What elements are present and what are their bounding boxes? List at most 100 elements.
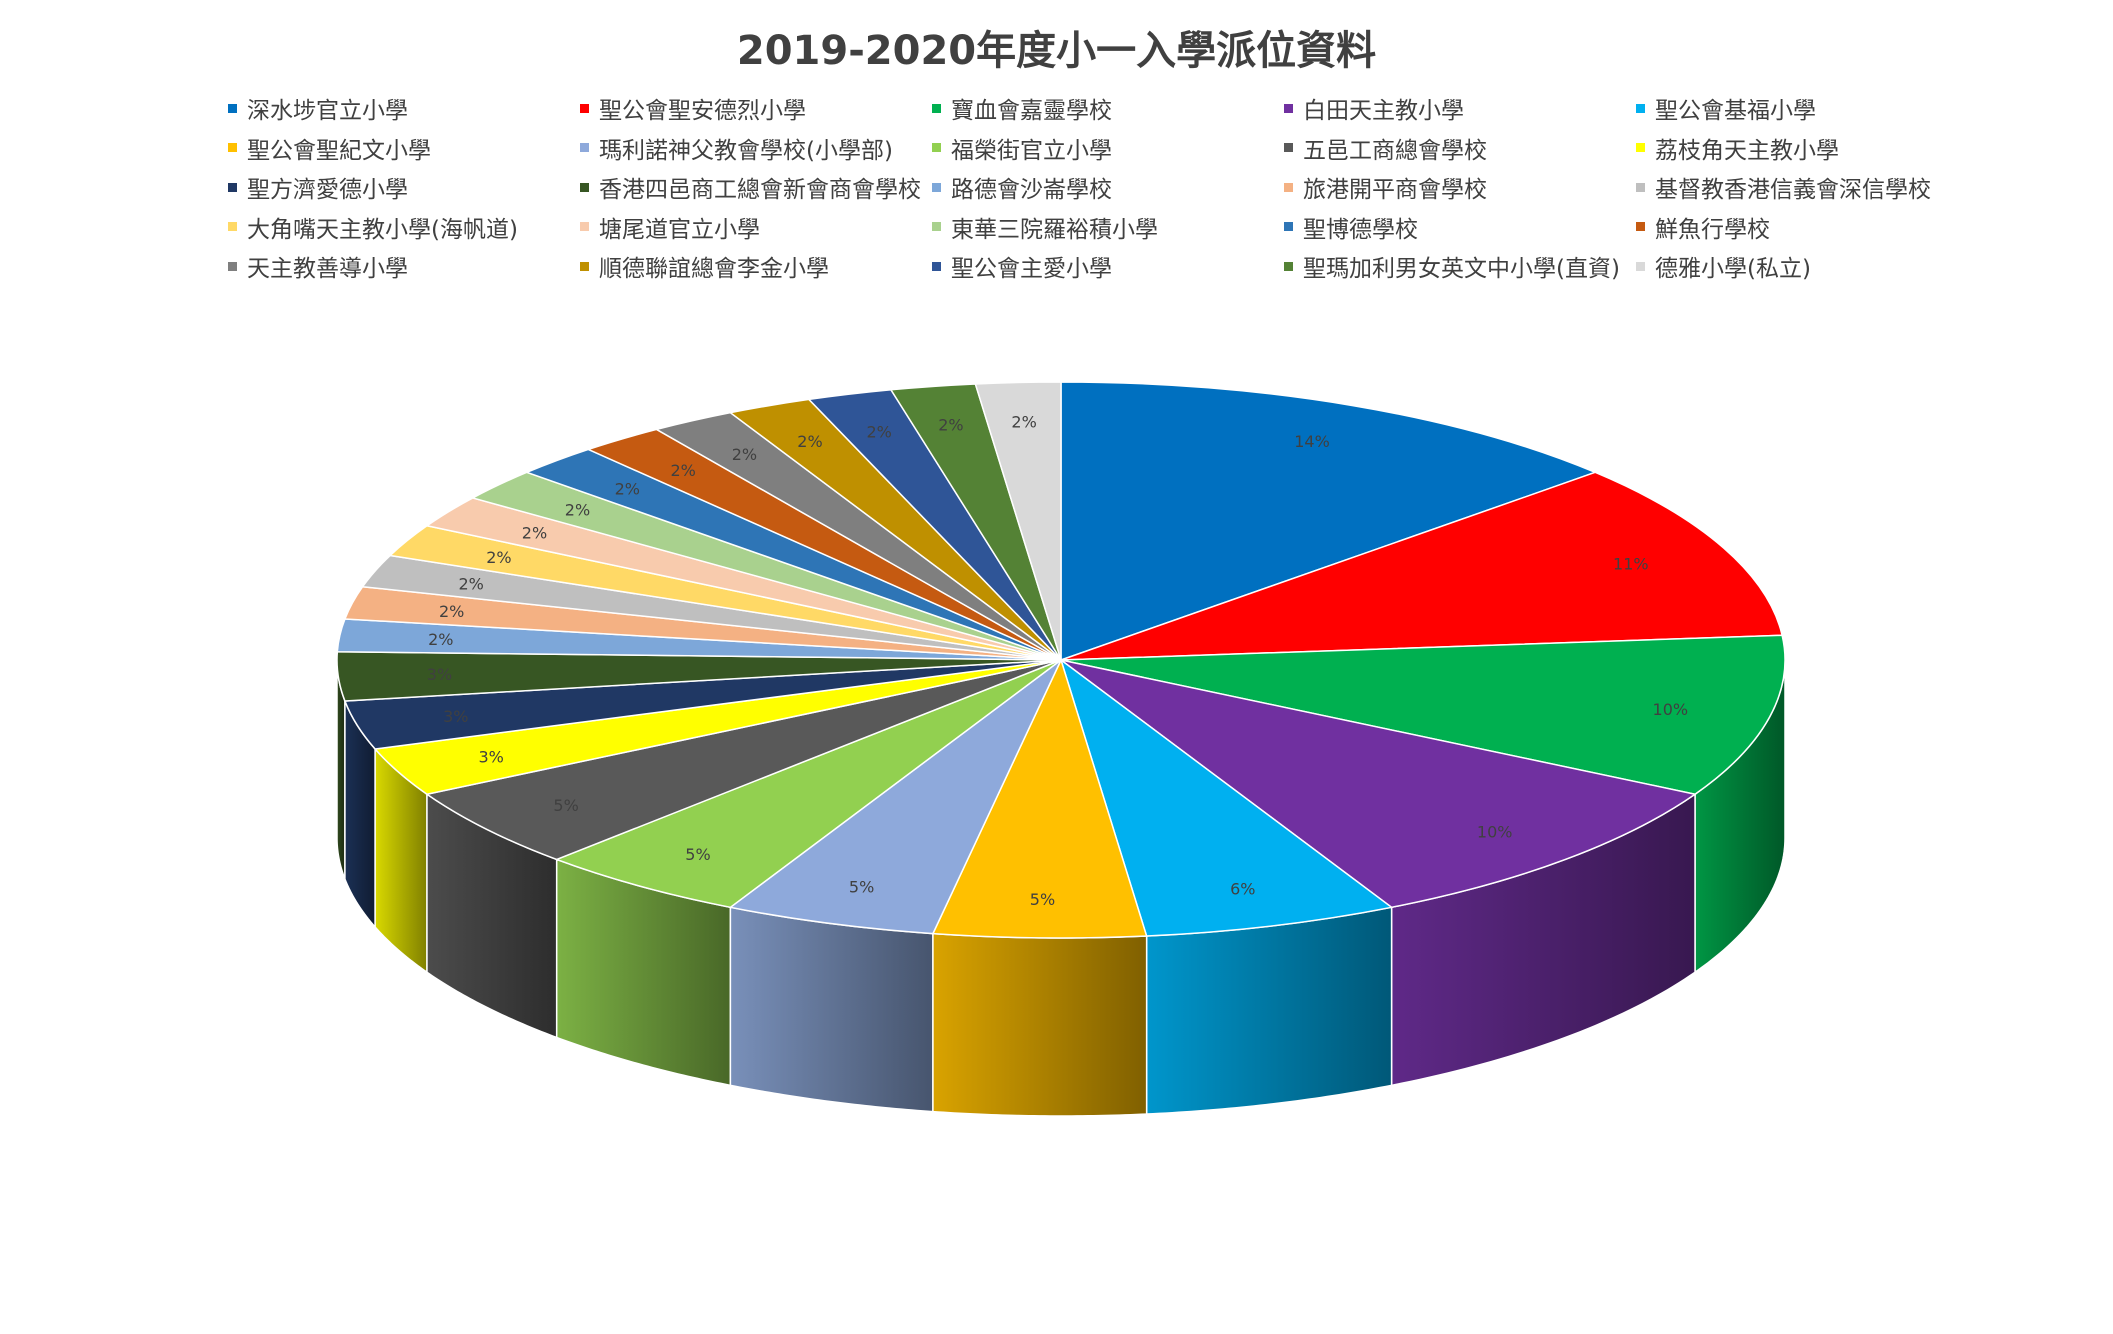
legend-item: 聖公會聖安德烈小學 [580, 88, 806, 128]
slice-data-label: 5% [553, 796, 578, 815]
slice-data-label: 3% [479, 747, 504, 766]
legend-item: 東華三院羅裕積小學 [932, 207, 1158, 247]
slice-data-label: 2% [459, 574, 484, 593]
legend-swatch [932, 103, 941, 113]
legend-swatch [580, 143, 589, 152]
legend-item: 聖公會基福小學 [1636, 88, 1816, 128]
pie-slice [974, 381, 1062, 661]
pie-slice-side [932, 932, 1148, 1117]
legend-swatch [228, 143, 237, 152]
legend-label: 德雅小學(私立) [1655, 256, 1811, 282]
slice-data-label: 2% [867, 422, 892, 441]
slice-data-label: 2% [565, 500, 590, 519]
legend-item: 鮮魚行學校 [1636, 207, 1770, 247]
pie-slice [1059, 658, 1394, 937]
legend-item: 聖博德學校 [1284, 207, 1418, 247]
legend-label: 路德會沙崙學校 [951, 177, 1112, 203]
pie-slice [1060, 634, 1786, 796]
legend-item: 白田天主教小學 [1284, 88, 1464, 128]
legend-swatch [1284, 182, 1293, 192]
slice-data-label: 3% [427, 665, 452, 684]
slice-data-label: 2% [522, 523, 547, 542]
legend-label: 大角嘴天主教小學(海帆道) [247, 216, 518, 243]
slice-data-label: 10% [1653, 700, 1689, 719]
slice-data-label: 2% [938, 416, 963, 435]
legend-item: 寶血會嘉靈學校 [932, 88, 1112, 128]
slice-data-label: 6% [1230, 880, 1255, 899]
slice-data-label: 5% [849, 878, 874, 897]
legend-item: 天主教善導小學 [228, 246, 408, 286]
legend-swatch [580, 261, 589, 271]
legend-item: 聖瑪加利男女英文中小學(直資) [1284, 246, 1620, 286]
legend-swatch [228, 182, 237, 192]
legend-label: 荔枝角天主教小學 [1655, 137, 1839, 164]
pie-sides [336, 659, 1786, 1117]
legend-item: 聖公會聖紀文小學 [228, 128, 431, 168]
legend-swatch [1636, 261, 1645, 271]
slice-data-label: 5% [1030, 890, 1055, 909]
legend-label: 旅港開平商會學校 [1303, 177, 1487, 203]
legend-swatch [580, 182, 589, 192]
slice-data-label: 10% [1477, 823, 1513, 842]
legend-label: 聖公會基福小學 [1655, 98, 1816, 124]
legend-swatch [1636, 222, 1645, 231]
legend-item: 深水埗官立小學 [228, 88, 408, 128]
slice-data-label: 2% [732, 445, 757, 464]
legend-label: 香港四邑商工總會新會商會學校 [599, 177, 921, 203]
legend-label: 順德聯誼總會李金小學 [599, 256, 829, 282]
legend-label: 聖方濟愛德小學 [247, 177, 408, 203]
legend-label: 塘尾道官立小學 [599, 216, 760, 243]
legend-label: 深水埗官立小學 [247, 98, 408, 124]
legend-label: 鮮魚行學校 [1655, 216, 1770, 243]
legend-label: 聖博德學校 [1303, 216, 1418, 243]
legend-swatch [228, 222, 237, 231]
legend-label: 基督教香港信義會深信學校 [1655, 177, 1931, 203]
pie-slice [554, 659, 1062, 909]
pie-slice [931, 657, 1148, 939]
legend-label: 五邑工商總會學校 [1303, 137, 1487, 164]
pie-slice [1060, 659, 1697, 909]
legend-label: 福榮街官立小學 [951, 137, 1112, 164]
slice-data-label: 5% [685, 845, 710, 864]
slice-data-label: 11% [1613, 555, 1649, 574]
legend-label: 天主教善導小學 [247, 256, 408, 282]
legend-swatch [1636, 182, 1645, 192]
legend-label: 瑪利諾神父教會學校(小學部) [599, 137, 893, 164]
legend-item: 旅港開平商會學校 [1284, 167, 1487, 207]
legend-label: 聖公會聖紀文小學 [247, 137, 431, 164]
legend-item: 德雅小學(私立) [1636, 246, 1811, 286]
slice-data-label: 2% [671, 461, 696, 480]
slice-data-label: 3% [443, 707, 468, 726]
legend-item: 基督教香港信義會深信學校 [1636, 167, 1931, 207]
legend-swatch [1284, 143, 1293, 152]
legend-item: 大角嘴天主教小學(海帆道) [228, 207, 518, 247]
legend-swatch [580, 103, 589, 113]
legend-label: 白田天主教小學 [1303, 98, 1464, 124]
slice-data-label: 2% [486, 548, 511, 567]
legend-swatch [932, 143, 941, 152]
pie-tops [336, 381, 1786, 939]
legend-label: 聖公會聖安德烈小學 [599, 98, 806, 124]
slice-data-label: 2% [439, 602, 464, 621]
legend-swatch [1636, 103, 1645, 113]
slice-data-label: 14% [1294, 432, 1330, 451]
legend-swatch [1636, 143, 1645, 152]
legend-item: 五邑工商總會學校 [1284, 128, 1487, 168]
slice-data-label: 2% [615, 480, 640, 499]
legend-item: 路德會沙崙學校 [932, 167, 1112, 207]
legend-item: 福榮街官立小學 [932, 128, 1112, 168]
legend-swatch [932, 261, 941, 271]
pie-slice [728, 659, 1062, 935]
legend-item: 香港四邑商工總會新會商會學校 [580, 167, 921, 207]
slice-data-label: 2% [1011, 412, 1036, 431]
legend-swatch [1284, 103, 1293, 113]
legend-label: 寶血會嘉靈學校 [951, 98, 1112, 124]
legend-swatch [932, 182, 941, 192]
legend-swatch [228, 103, 237, 113]
pie-slice-side [729, 906, 934, 1113]
legend-item: 塘尾道官立小學 [580, 207, 760, 247]
legend-item: 瑪利諾神父教會學校(小學部) [580, 128, 893, 168]
legend-label: 東華三院羅裕積小學 [951, 216, 1158, 243]
legend-swatch [580, 222, 589, 231]
